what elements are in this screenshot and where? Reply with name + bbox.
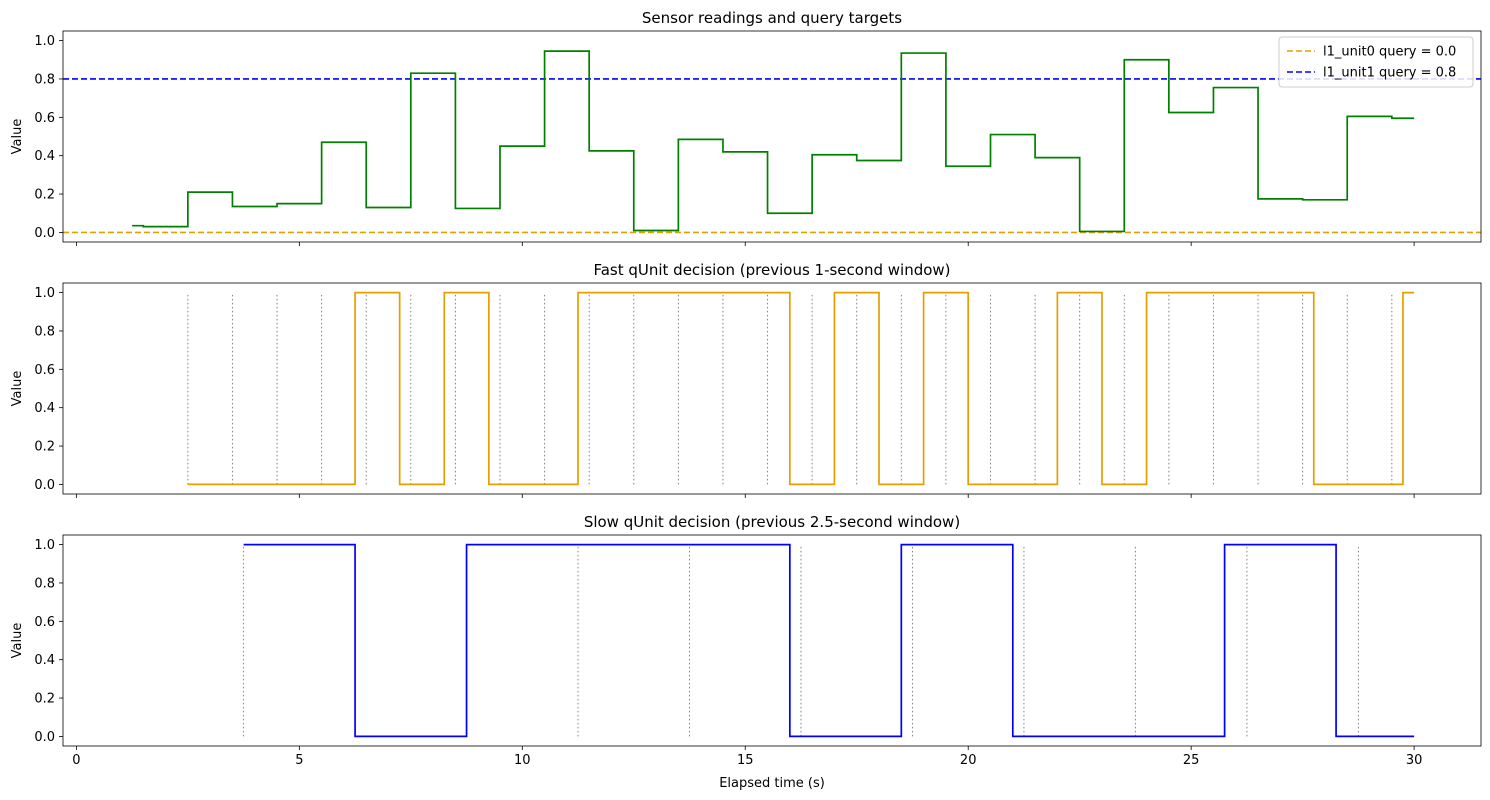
x-tick-label: 0 <box>72 753 80 768</box>
y-tick-label: 0.6 <box>34 363 55 378</box>
axes-frame <box>62 30 1482 243</box>
x-tick-label: 20 <box>960 753 977 768</box>
y-tick-label: 0.6 <box>34 615 55 630</box>
y-axis-label: Value <box>10 119 25 155</box>
y-tick-label: 0.4 <box>34 401 55 416</box>
subplot-1: Sensor readings and query targets Value 0.… <box>10 9 1482 246</box>
x-tick-label: 25 <box>1183 753 1200 768</box>
y-tick-label: 0.8 <box>34 324 55 339</box>
axes-frame <box>62 534 1482 747</box>
y-tick-label: 0.8 <box>34 72 55 87</box>
subplot-3: Slow qUnit decision (previous 2.5-second… <box>10 513 1482 791</box>
y-tick-label: 0.0 <box>34 226 55 241</box>
y-tick-label: 0.0 <box>34 478 55 493</box>
y-axis-label: Value <box>10 623 25 659</box>
y-tick-label: 0.2 <box>34 440 55 455</box>
y-tick-label: 0.4 <box>34 149 55 164</box>
y-tick-label: 1.0 <box>34 34 55 49</box>
legend: l1_unit0 query = 0.0 l1_unit1 query = 0.8 <box>1278 36 1474 88</box>
y-tick-label: 0.0 <box>34 730 55 745</box>
x-tick-label: 30 <box>1406 753 1423 768</box>
y-tick-label: 1.0 <box>34 538 55 553</box>
plot-area <box>187 291 1415 486</box>
chart-title: Fast qUnit decision (previous 1-second w… <box>593 261 950 279</box>
legend-label: l1_unit0 query = 0.0 <box>1323 45 1456 60</box>
series-line <box>243 543 1415 738</box>
y-tick-label: 0.4 <box>34 653 55 668</box>
x-tick-label: 5 <box>295 753 303 768</box>
axes-frame <box>62 282 1482 495</box>
series-line <box>132 50 1415 233</box>
plot-area <box>243 543 1415 738</box>
legend-box <box>1278 36 1474 88</box>
x-axis-label: Elapsed time (s) <box>719 776 825 791</box>
plot-area <box>63 50 1481 234</box>
x-tick-label: 10 <box>514 753 531 768</box>
series-line <box>187 291 1415 486</box>
legend-label: l1_unit1 query = 0.8 <box>1323 66 1456 81</box>
y-tick-label: 0.6 <box>34 111 55 126</box>
subplot-2: Fast qUnit decision (previous 1-second w… <box>10 261 1482 498</box>
y-tick-label: 0.2 <box>34 188 55 203</box>
chart-title: Slow qUnit decision (previous 2.5-second… <box>584 513 960 531</box>
y-tick-label: 0.2 <box>34 692 55 707</box>
chart-title: Sensor readings and query targets <box>642 9 902 27</box>
y-tick-label: 0.8 <box>34 576 55 591</box>
y-tick-label: 1.0 <box>34 286 55 301</box>
y-axis-label: Value <box>10 371 25 407</box>
x-tick-label: 15 <box>737 753 754 768</box>
